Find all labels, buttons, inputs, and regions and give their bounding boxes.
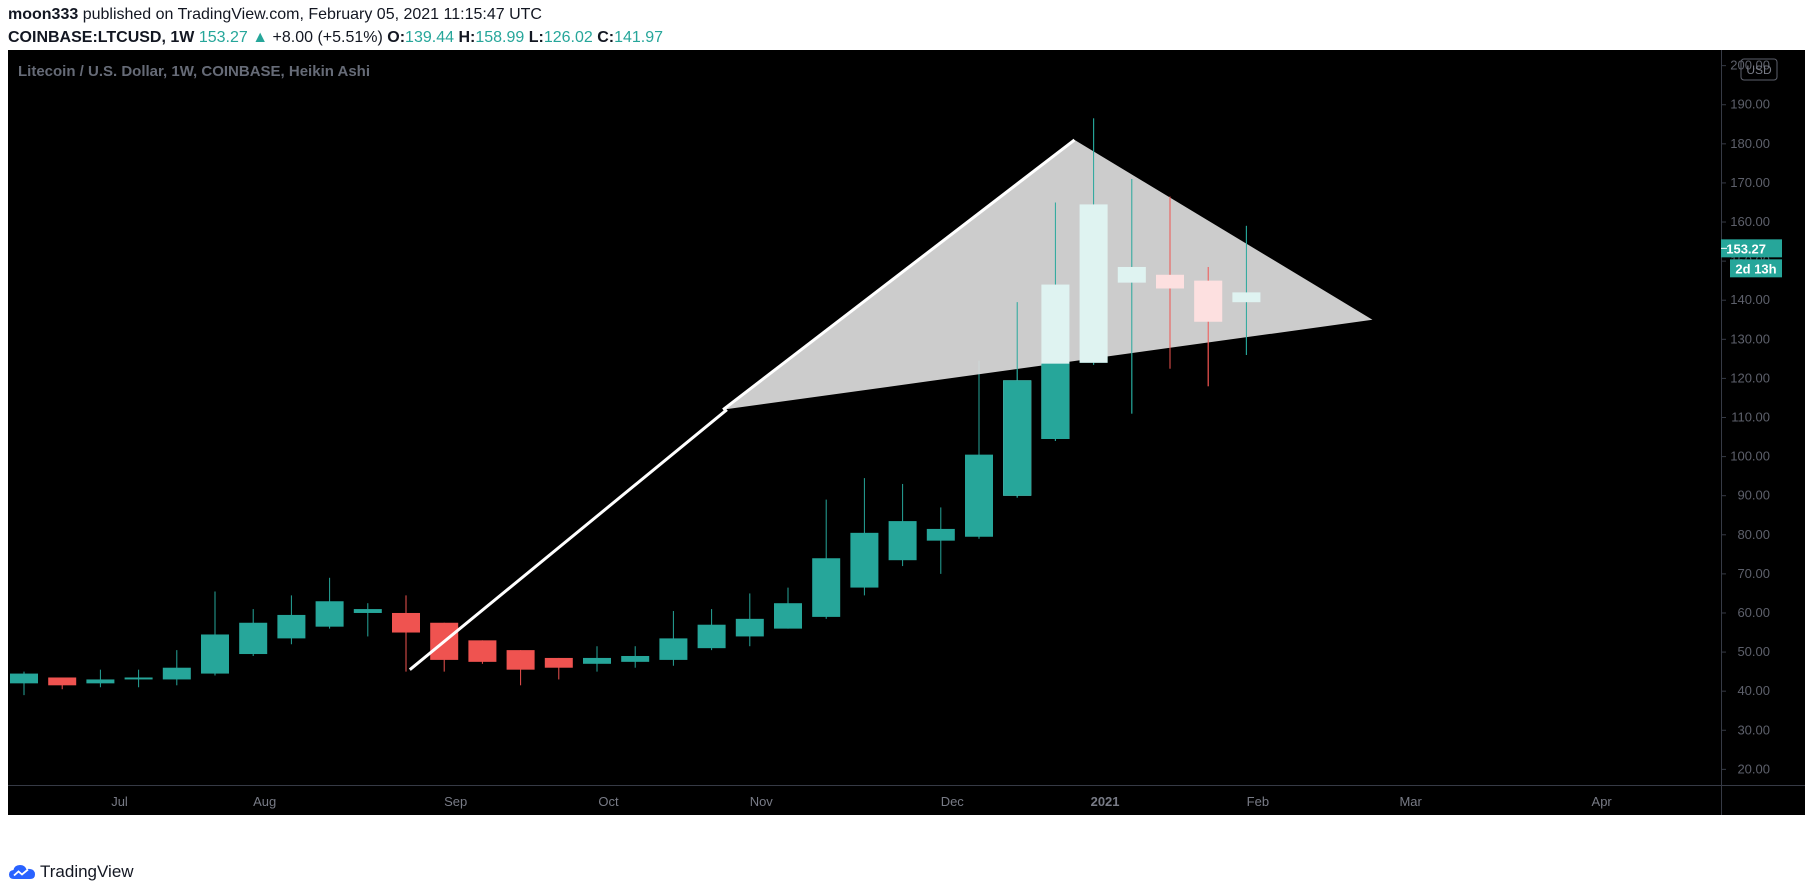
candle-body bbox=[812, 558, 841, 617]
last-price-tag bbox=[1721, 239, 1782, 258]
candlestick-chart[interactable]: 20.00 30.00 40.00 50.00 60.00 70.00 80.00 90.00… bbox=[8, 50, 1805, 848]
price-tick-label: 190.00 bbox=[1730, 97, 1770, 112]
candle-body bbox=[926, 528, 955, 541]
candle-body bbox=[850, 532, 879, 588]
price-tick-label: 20.00 bbox=[1737, 761, 1770, 776]
symbol-info-line: COINBASE:LTCUSD, 1W 153.27 ▲ +8.00 (+5.5… bbox=[8, 29, 663, 47]
author-name[interactable]: moon333 bbox=[8, 6, 79, 23]
cloud-logo-icon bbox=[9, 865, 35, 879]
time-tick-label: Nov bbox=[750, 794, 774, 809]
candle-body bbox=[697, 624, 726, 649]
currency-label: USD bbox=[1746, 63, 1772, 77]
low-value: 126.02 bbox=[543, 29, 593, 46]
drawings-layer[interactable] bbox=[408, 138, 1373, 671]
price-tick-label: 90.00 bbox=[1737, 488, 1770, 503]
price-tick-label: 200.00 bbox=[1730, 58, 1770, 73]
price-tick-label: 50.00 bbox=[1737, 644, 1770, 659]
high-label: H: bbox=[458, 29, 476, 46]
candle-body bbox=[888, 521, 917, 561]
high-value: 158.99 bbox=[475, 29, 525, 46]
trend-line bbox=[408, 408, 728, 671]
price-axis-background[interactable] bbox=[1721, 50, 1805, 785]
publish-text: published on TradingView.com, February 0… bbox=[82, 6, 542, 23]
candle-body bbox=[124, 677, 153, 680]
overlap-candles-layer bbox=[1003, 118, 1261, 498]
countdown-text: 2d 13h bbox=[1735, 261, 1776, 276]
candle-body bbox=[1232, 292, 1261, 303]
price-tick-label: 40.00 bbox=[1737, 683, 1770, 698]
publish-info: moon333 published on TradingView.com, Fe… bbox=[8, 6, 542, 24]
tradingview-logo[interactable]: TradingView bbox=[8, 860, 134, 884]
price-tick-label: 70.00 bbox=[1737, 566, 1770, 581]
triangle-pattern bbox=[723, 139, 1373, 410]
price-tick-label: 180.00 bbox=[1730, 136, 1770, 151]
candle-body bbox=[468, 640, 497, 662]
close-value: 141.97 bbox=[614, 29, 664, 46]
price-tick-label: 160.00 bbox=[1730, 214, 1770, 229]
plot-background bbox=[8, 50, 1721, 785]
candle-body bbox=[774, 603, 802, 629]
price-tick-label: 170.00 bbox=[1730, 175, 1770, 190]
time-axis-background[interactable] bbox=[8, 785, 1721, 815]
candle-body bbox=[277, 614, 306, 639]
open-label: O: bbox=[387, 29, 406, 46]
candle-body bbox=[544, 657, 573, 668]
price-tick-label: 140.00 bbox=[1730, 292, 1770, 307]
price-change: +8.00 (+5.51%) bbox=[272, 29, 383, 46]
price-tick-label: 120.00 bbox=[1730, 370, 1770, 385]
currency-badge[interactable] bbox=[1740, 58, 1778, 81]
candle-body bbox=[965, 454, 993, 537]
price-tick-label: 110.00 bbox=[1731, 410, 1770, 425]
triangle-upper-edge bbox=[722, 138, 1076, 411]
candle-body bbox=[1194, 280, 1223, 322]
time-axis[interactable]: Jul Aug Sep Oct Nov Dec 2021 Feb Mar Apr bbox=[111, 794, 1612, 809]
countdown-tag bbox=[1730, 259, 1782, 278]
candle-body bbox=[86, 679, 115, 684]
candle-body bbox=[506, 650, 535, 670]
candle-body bbox=[583, 657, 611, 664]
candle-body bbox=[10, 673, 38, 684]
price-tick-label: 130.00 bbox=[1730, 331, 1770, 346]
close-label: C: bbox=[597, 29, 615, 46]
time-tick-label: Aug bbox=[253, 794, 276, 809]
candle-body bbox=[1079, 204, 1108, 363]
time-tick-label: 2021 bbox=[1091, 794, 1120, 809]
last-price: 153.27 bbox=[198, 29, 248, 46]
chart-area[interactable]: 20.00 30.00 40.00 50.00 60.00 70.00 80.00 90.00… bbox=[8, 50, 1805, 848]
candle-body bbox=[735, 618, 764, 637]
time-tick-label: Dec bbox=[941, 794, 965, 809]
up-arrow-icon: ▲ bbox=[252, 29, 269, 46]
price-tags: 153.27 2d 13h bbox=[1721, 239, 1782, 278]
candle-body bbox=[392, 612, 420, 633]
price-tick-label: 100.00 bbox=[1730, 449, 1770, 464]
time-tick-label: Sep bbox=[444, 794, 467, 809]
price-tick-label: 60.00 bbox=[1737, 605, 1770, 620]
candle-body bbox=[315, 601, 344, 627]
symbol-label: COINBASE:LTCUSD, 1W bbox=[8, 29, 195, 46]
candle-body bbox=[162, 667, 191, 680]
candle-body bbox=[201, 634, 229, 674]
time-tick-label: Apr bbox=[1592, 794, 1613, 809]
candle-body bbox=[659, 638, 688, 660]
chart-title: Litecoin / U.S. Dollar, 1W, COINBASE, He… bbox=[18, 63, 370, 80]
time-tick-label: Oct bbox=[598, 794, 619, 809]
price-tick-label: 30.00 bbox=[1737, 722, 1770, 737]
candle-body-strong bbox=[1041, 363, 1070, 440]
time-tick-label: Feb bbox=[1247, 794, 1269, 809]
time-tick-label: Jul bbox=[111, 794, 128, 809]
candle-body bbox=[621, 655, 650, 662]
open-value: 139.44 bbox=[405, 29, 454, 46]
candle-body bbox=[48, 677, 77, 686]
brand-text: TradingView bbox=[40, 862, 134, 881]
last-price-text: 153.27 bbox=[1726, 241, 1766, 256]
candle-body bbox=[353, 609, 382, 613]
candle-body bbox=[1117, 266, 1146, 283]
low-label: L: bbox=[528, 29, 544, 46]
candle-body-strong bbox=[1003, 380, 1032, 496]
price-tick-label: 80.00 bbox=[1737, 527, 1770, 542]
time-tick-label: Mar bbox=[1399, 794, 1422, 809]
candle-body bbox=[239, 622, 268, 655]
axis-corner bbox=[1721, 785, 1805, 815]
candle-body bbox=[1156, 274, 1184, 289]
